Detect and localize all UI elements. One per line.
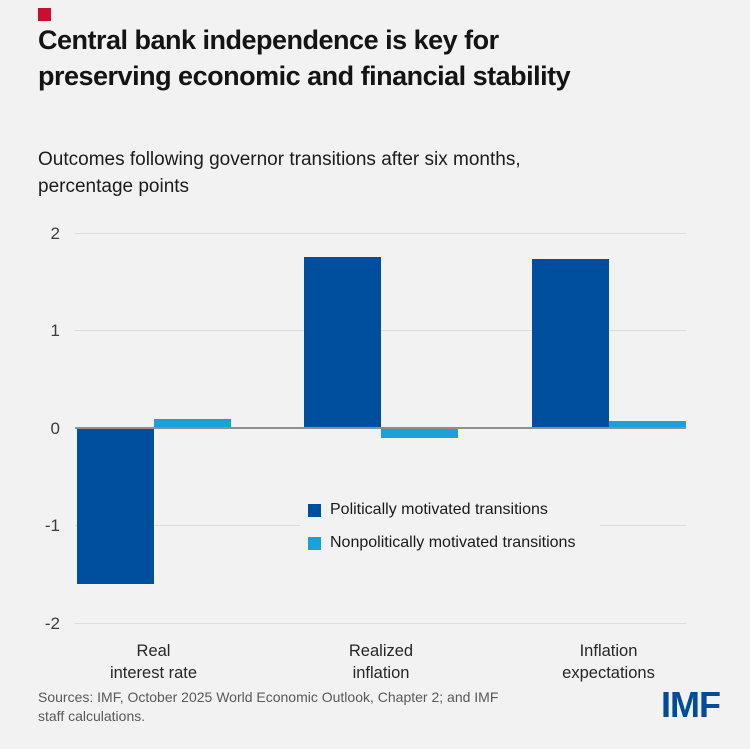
legend-swatch-icon — [308, 503, 321, 517]
chart-subtitle: Outcomes following governor transitions … — [38, 146, 678, 200]
legend-item-political: Politically motivated transitions — [308, 501, 600, 519]
title-line-2: preserving economic and financial stabil… — [38, 61, 571, 91]
y-axis-tick-label: -1 — [44, 516, 60, 535]
source-line-2: staff calculations. — [38, 708, 146, 724]
y-axis-tick-label: 2 — [50, 223, 60, 243]
bar-nonpolitical-0 — [153, 419, 231, 427]
legend-swatch-icon — [308, 536, 321, 550]
bar-nonpolitical-2 — [608, 421, 686, 427]
subtitle-line-2: percentage points — [38, 176, 190, 197]
zero-axis-line — [75, 426, 686, 429]
y-axis-tick-label: 0 — [50, 418, 60, 438]
gridline-y-2 — [75, 622, 686, 624]
bar-nonpolitical-1 — [381, 429, 458, 438]
bar-political-0 — [76, 429, 154, 585]
gridline-y2 — [75, 232, 686, 234]
x-category-label: Realized inflation — [348, 642, 414, 682]
brand-red-square-icon — [38, 8, 51, 21]
y-axis-tick-label: 1 — [50, 321, 60, 340]
x-category-label: Inflation expectations — [562, 642, 655, 682]
legend-item-nonpolitical: Nonpolitically motivated transitions — [308, 534, 600, 552]
imf-logo: IMF — [661, 684, 721, 725]
x-category-label: Real interest rate — [109, 642, 198, 682]
legend-label: Politically motivated transitions — [330, 501, 548, 518]
bar-political-1 — [304, 257, 381, 427]
page-title: Central bank independence is key for pres… — [38, 22, 718, 94]
title-line-1: Central bank independence is key for — [38, 25, 499, 55]
source-note: Sources: IMF, October 2025 World Economi… — [38, 688, 598, 726]
y-axis-tick-label: -2 — [44, 613, 60, 633]
source-line-1: Sources: IMF, October 2025 World Economi… — [38, 689, 499, 705]
subtitle-line-1: Outcomes following governor transitions … — [38, 149, 521, 170]
bar-political-2 — [531, 259, 609, 427]
legend-label: Nonpolitically motivated transitions — [330, 534, 576, 551]
chart-legend: Politically motivated transitions Nonpoli… — [300, 497, 600, 558]
